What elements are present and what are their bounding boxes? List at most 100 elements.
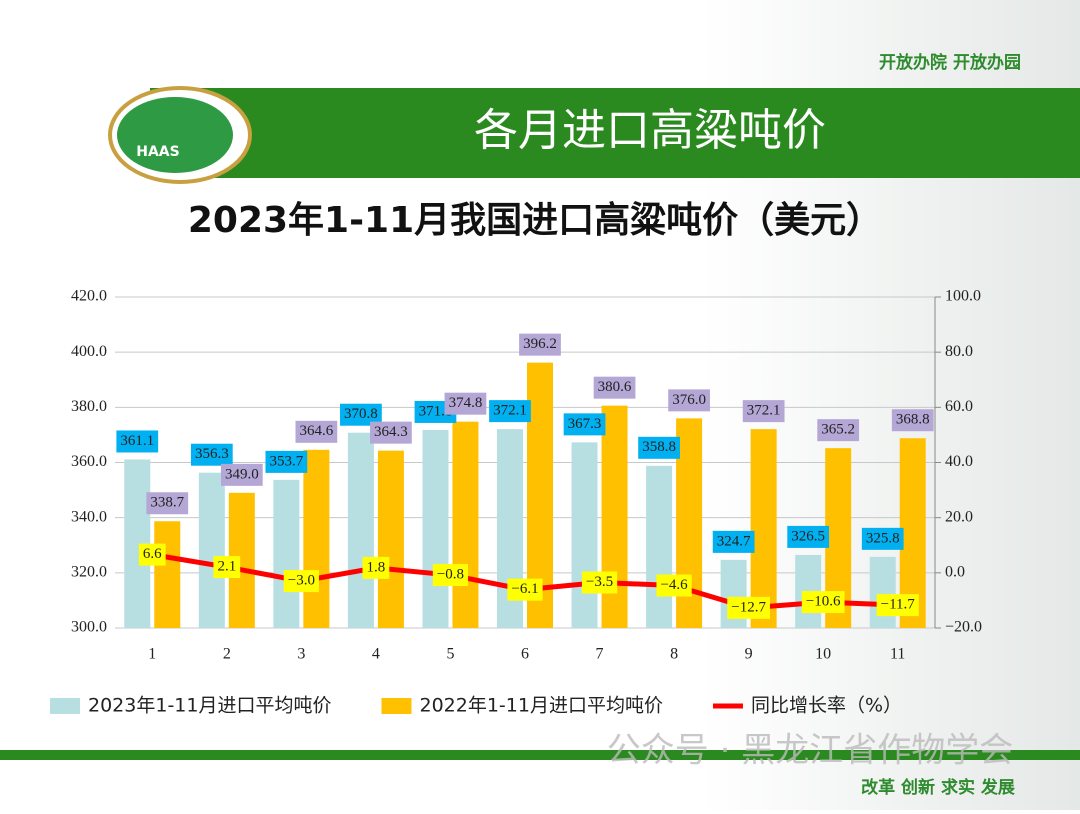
value-label-box: [362, 556, 390, 579]
value-label: 361.1: [120, 433, 154, 449]
slogan: 开放办院 开放办园: [879, 52, 1021, 73]
value-label-box: [146, 492, 189, 515]
value-label-box: [563, 413, 606, 436]
y-tick-label: 400.0: [71, 343, 107, 360]
y-tick-label: 320.0: [71, 564, 107, 581]
value-label-box: [656, 574, 692, 597]
value-label: 353.7: [269, 453, 303, 469]
value-label: 372.1: [747, 403, 781, 419]
value-label: 338.7: [150, 495, 184, 511]
value-label-box: [876, 594, 919, 617]
value-label: −11.7: [881, 597, 916, 613]
bar: [303, 449, 330, 628]
bar: [452, 421, 479, 628]
logo-text: HAAS: [136, 144, 179, 160]
value-label: 380.6: [598, 379, 632, 395]
y2-tick-label: 60.0: [945, 398, 973, 415]
value-label-box: [340, 403, 382, 426]
bar: [601, 405, 628, 628]
x-tick-label: 9: [745, 646, 753, 663]
value-label-box: [519, 333, 561, 356]
x-tick-label: 6: [521, 646, 529, 663]
value-label: 372.1: [493, 403, 527, 419]
bar: [273, 479, 300, 628]
bar: [869, 556, 896, 628]
value-label-box: [370, 421, 412, 444]
watermark: 公众号 · 黑龙江省作物学会: [607, 731, 1013, 771]
value-label-box: [712, 530, 755, 553]
y-tick-label: 380.0: [71, 398, 107, 415]
value-label: −3.0: [288, 573, 315, 589]
x-tick-label: 1: [148, 646, 156, 663]
value-label: −12.7: [731, 599, 766, 615]
value-label: 370.8: [344, 406, 378, 422]
value-label-box: [638, 436, 680, 459]
value-label-box: [444, 392, 487, 415]
bar: [676, 418, 703, 628]
x-tick-label: 2: [223, 646, 231, 663]
bar: [571, 442, 598, 628]
value-label-box: [727, 596, 770, 619]
chart: 300.0320.0340.0360.0380.0400.0420.0−20.0…: [50, 288, 982, 717]
value-label-box: [116, 430, 159, 453]
value-label-box: [593, 376, 636, 399]
x-tick-label: 3: [297, 646, 305, 663]
slide-title: 各月进口高粱吨价: [474, 105, 826, 156]
value-label-box: [891, 409, 934, 432]
value-label: 364.3: [374, 424, 408, 440]
y2-tick-label: 0.0: [945, 564, 965, 581]
value-label-box: [581, 571, 618, 594]
bar: [154, 521, 181, 628]
value-label: 396.2: [523, 336, 557, 352]
value-label: 2.1: [217, 558, 236, 574]
value-label: 1.8: [367, 559, 386, 575]
legend-swatch: [381, 698, 412, 714]
value-label-box: [742, 400, 785, 423]
y2-tick-label: 20.0: [945, 508, 973, 525]
legend-label: 同比增长率（%）: [751, 695, 902, 717]
value-label: −6.1: [511, 581, 538, 597]
value-label-box: [138, 543, 166, 566]
value-label: 367.3: [568, 416, 602, 432]
value-label-box: [817, 419, 860, 442]
bar: [377, 450, 404, 628]
value-label: 368.8: [896, 412, 930, 428]
value-label-box: [801, 591, 845, 614]
value-label-box: [283, 570, 319, 593]
value-label-box: [213, 556, 241, 579]
value-label: 324.7: [717, 533, 751, 549]
value-label-box: [220, 463, 263, 486]
bar: [198, 472, 225, 628]
bar: [646, 465, 673, 628]
footer-slogan: 改革 创新 求实 发展: [861, 777, 1015, 798]
y2-tick-label: 100.0: [945, 288, 981, 305]
legend-label: 2022年1-11月进口平均吨价: [419, 695, 662, 717]
bar: [347, 432, 374, 628]
value-label-box: [489, 400, 531, 423]
y2-tick-label: 40.0: [945, 453, 973, 470]
x-tick-label: 7: [596, 646, 604, 663]
bar: [750, 429, 777, 628]
value-label-box: [787, 525, 830, 548]
value-label: 376.0: [672, 392, 706, 408]
footer-band: [0, 750, 1080, 760]
value-label: 349.0: [225, 466, 259, 482]
logo: [117, 97, 233, 173]
value-label: −4.6: [660, 577, 688, 593]
bar: [422, 429, 449, 628]
value-label: 358.8: [642, 439, 676, 455]
value-label: −0.8: [437, 566, 464, 582]
value-label: 325.8: [866, 530, 900, 546]
title-band: [150, 88, 1080, 178]
value-label: 6.6: [143, 546, 162, 562]
value-label-box: [507, 578, 543, 601]
value-label: 364.6: [299, 423, 333, 439]
value-label-box: [432, 564, 469, 587]
y2-tick-label: 80.0: [945, 343, 973, 360]
value-label: 374.8: [449, 395, 483, 411]
value-label-box: [190, 443, 233, 466]
legend-swatch: [50, 698, 80, 714]
value-label-box: [295, 420, 338, 443]
y-tick-label: 420.0: [71, 288, 107, 305]
